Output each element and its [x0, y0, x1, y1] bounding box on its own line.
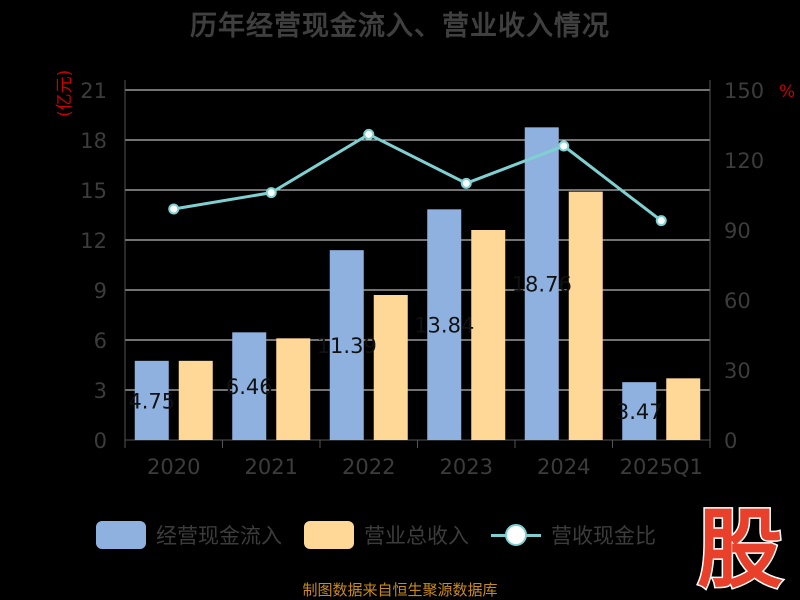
bar-cash-inflow: [524, 127, 559, 440]
chart-title: 历年经营现金流入、营业收入情况: [190, 11, 610, 42]
y-left-tick-label: 9: [94, 279, 107, 303]
legend-swatch-revenue: [304, 521, 354, 549]
bar-cash-inflow: [427, 209, 462, 440]
data-label: 18.76: [512, 273, 572, 297]
logo-glyph: 股: [697, 500, 783, 593]
legend-item-ratio[interactable]: 营收现金比: [491, 520, 656, 550]
legend-swatch-cash-inflow: [96, 521, 146, 549]
x-tick-label: 2025Q1: [620, 455, 703, 479]
y-right-unit-label: %: [779, 82, 795, 102]
bar-revenue: [471, 230, 506, 440]
y-right-tick-label: 60: [724, 289, 751, 313]
x-tick-label: 2022: [342, 455, 395, 479]
legend-swatch-ratio: [491, 521, 541, 549]
legend: 经营现金流入 营业总收入 营收现金比: [96, 517, 678, 553]
data-label: 13.84: [414, 314, 474, 338]
logo: 股: [696, 499, 785, 594]
y-left-tick-label: 21: [80, 79, 107, 103]
bar-cash-inflow: [329, 250, 364, 440]
data-label: 3.47: [616, 400, 663, 424]
y-left-tick-label: 0: [94, 429, 107, 453]
bar-revenue: [178, 360, 213, 440]
x-tick-label: 2020: [147, 455, 200, 479]
y-right-tick-label: 30: [724, 359, 751, 383]
data-label: 6.46: [226, 375, 273, 399]
y-left-tick-label: 18: [80, 129, 107, 153]
source-footer: 制图数据来自恒生聚源数据库: [302, 581, 498, 599]
legend-label-revenue: 营业总收入: [364, 524, 469, 548]
y-right-tick-label: 0: [724, 429, 737, 453]
legend-label-ratio: 营收现金比: [551, 524, 656, 548]
y-right-tick-label: 150: [724, 79, 764, 103]
y-left-tick-label: 6: [94, 329, 107, 353]
point-ratio: [655, 215, 667, 227]
x-tick-label: 2023: [440, 455, 493, 479]
bar-cash-inflow: [622, 382, 657, 440]
y-left-tick-label: 12: [80, 229, 107, 253]
legend-item-revenue[interactable]: 营业总收入: [304, 520, 469, 550]
y-right-tick-label: 90: [724, 219, 751, 243]
point-ratio: [168, 203, 180, 215]
x-tick-label: 2021: [245, 455, 298, 479]
point-ratio: [460, 177, 472, 189]
point-ratio: [558, 140, 570, 152]
y-left-unit-label: (亿元): [55, 70, 75, 117]
line-ratio: [173, 132, 663, 222]
bar-cash-inflow: [232, 332, 267, 440]
bar-revenue: [666, 378, 701, 440]
data-label: 4.75: [128, 389, 175, 413]
y-right-tick-label: 120: [724, 149, 764, 173]
legend-item-cash-inflow[interactable]: 经营现金流入: [96, 520, 282, 550]
y-left-tick-label: 3: [94, 379, 107, 403]
y-left-tick-label: 15: [80, 179, 107, 203]
x-tick-label: 2024: [537, 455, 590, 479]
bar-cash-inflow: [134, 360, 169, 440]
data-label: 11.39: [317, 334, 377, 358]
point-ratio: [363, 128, 375, 140]
bar-revenue: [373, 295, 408, 440]
bar-revenue: [568, 191, 603, 440]
bar-revenue: [276, 338, 311, 440]
point-ratio: [265, 187, 277, 199]
legend-label-cash-inflow: 经营现金流入: [156, 524, 282, 548]
